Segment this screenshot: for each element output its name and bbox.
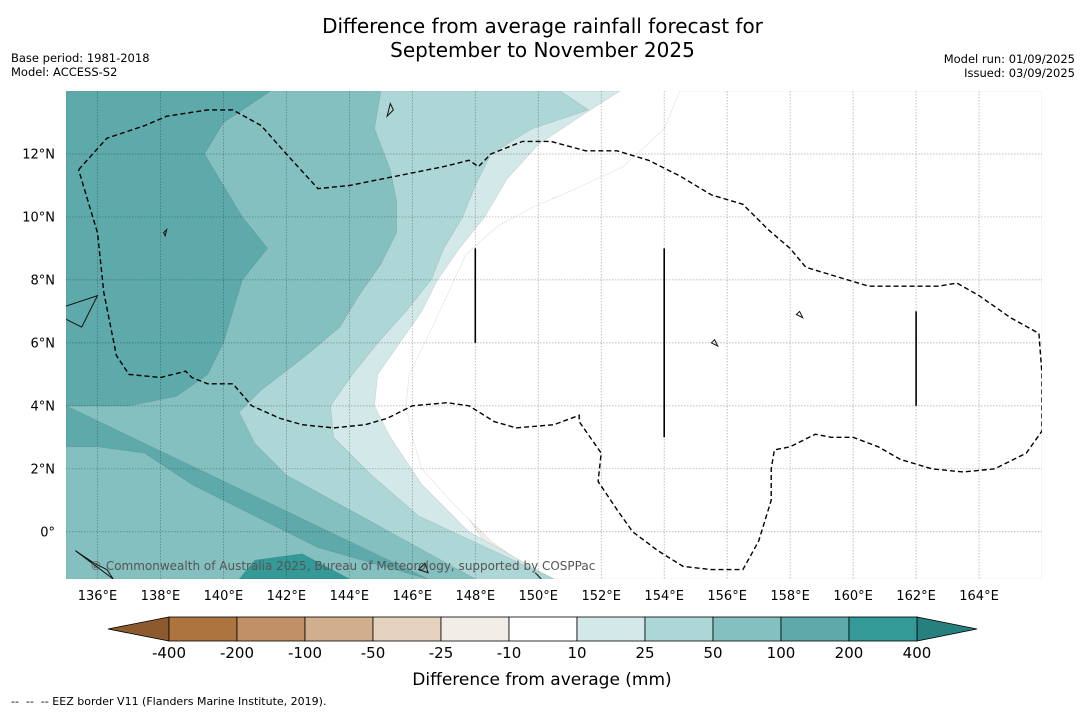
lon-tick-label-144: 144°E [330,589,370,604]
colorbar-swatch-2 [304,616,374,642]
lon-tick-label-150: 150°E [518,589,558,604]
colorbar-swatch-1 [236,616,306,642]
map-axes: 136°E 138°E 140°E 142°E 144°E 146°E 148°E 150°E… [22,147,999,604]
model-run: Model run: 01/09/2025 [943,52,1075,66]
colorbar-tick-label-6: 10 [567,644,586,662]
island-outline-2 [710,338,719,348]
lon-tick-label-160: 160°E [833,589,873,604]
lat-tick-label-0: 0° [40,525,55,540]
lon-tick-label-142: 142°E [267,589,307,604]
colorbar-swatch-5 [508,616,578,642]
lon-tick-label-140: 140°E [204,589,244,604]
lon-tick-label-154: 154°E [644,589,684,604]
map-title: Difference from average rainfall forecas… [0,14,1085,62]
colorbar-swatch-0 [168,616,238,642]
colorbar-title: Difference from average (mm) [412,670,671,690]
eez-border-line-0 [77,109,1042,571]
graticule [66,91,1042,579]
eez-footnote: -- -- -- EEZ border V11 (Flanders Marine… [11,695,327,708]
coastlines [66,102,804,579]
colorbar-tick-label-3: -50 [361,644,386,662]
colorbar-tick-label-1: -200 [220,644,254,662]
colorbar-swatch-4 [440,616,510,642]
colorbar: -400 -200 -100 -50 -25 -10 10 25 50 100 200 400 [107,616,978,662]
lon-tick-label-148: 148°E [456,589,496,604]
lon-tick-label-156: 156°E [707,589,747,604]
lat-tick-label-4: 4°N [31,399,56,414]
map-area: © Commonwealth of Australia 2025, Bureau… [66,91,1042,579]
eez-border [77,109,1042,571]
lon-tick-label-158: 158°E [770,589,810,604]
colorbar-swatch-6 [576,616,646,642]
colorbar-over-arrow [916,616,978,642]
meta-left: Base period: 1981-2018 Model: ACCESS-S2 [11,51,150,79]
lon-tick-label-164: 164°E [959,589,999,604]
colorbar-tick-label-5: -10 [497,644,522,662]
lon-tick-label-152: 152°E [581,589,621,604]
colorbar-tick-label-10: 200 [835,644,864,662]
colorbar-swatch-8 [712,616,782,642]
colorbar-swatch-3 [372,616,442,642]
colorbar-tick-label-11: 400 [903,644,932,662]
lat-tick-label-6: 6°N [31,336,56,351]
lat-tick-label-2: 2°N [31,462,56,477]
colorbar-tick-label-2: -100 [288,644,322,662]
island-outline-7 [534,572,542,579]
boundary-lines [474,248,917,438]
rainfall-region-100-0 [66,91,429,579]
island-outline-5 [75,550,114,579]
lon-tick-label-136: 136°E [78,589,118,604]
rainfall-region-200-0 [238,553,350,579]
island-outline-1 [162,227,168,238]
island-outline-6 [417,562,429,574]
island-outline-0 [386,102,395,118]
colorbar-tick-label-9: 100 [767,644,796,662]
colorbar-swatch-10 [848,616,918,642]
colorbar-swatch-7 [644,616,714,642]
copyright-text: © Commonwealth of Australia 2025, Bureau… [90,559,595,573]
base-period: Base period: 1981-2018 [11,51,150,65]
issued-date: Issued: 03/09/2025 [964,66,1075,80]
island-outline-3 [795,310,804,319]
island-outline-4 [66,294,99,328]
colorbar-swatch-9 [780,616,850,642]
meta-right: Model run: 01/09/2025 Issued: 03/09/2025 [944,52,1075,80]
title-line-2: September to November 2025 [390,38,695,62]
lon-tick-label-162: 162°E [896,589,936,604]
colorbar-tick-label-0: -400 [152,644,186,662]
colorbar-under-arrow [107,616,170,642]
colorbar-tick-label-4: -25 [429,644,454,662]
colorbar-tick-label-7: 25 [635,644,654,662]
rainfall-field [66,91,1042,579]
title-line-1: Difference from average rainfall forecas… [322,14,763,38]
lat-tick-label-12: 12°N [22,147,55,162]
lon-tick-label-146: 146°E [393,589,433,604]
colorbar-tick-label-8: 50 [703,644,722,662]
lat-tick-label-8: 8°N [31,273,56,288]
model-name: Model: ACCESS-S2 [11,65,118,79]
lon-tick-label-138: 138°E [141,589,181,604]
lat-tick-label-10: 10°N [22,210,55,225]
rainfall-region--10-0 [405,91,1042,579]
